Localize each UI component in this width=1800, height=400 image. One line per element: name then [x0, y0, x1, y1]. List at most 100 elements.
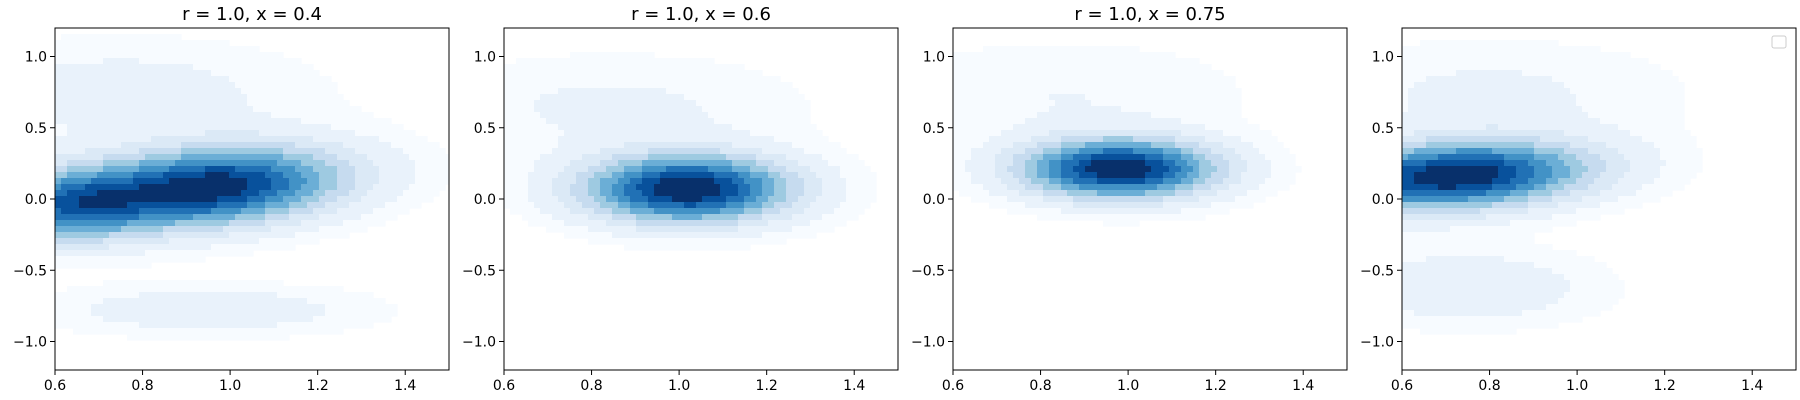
density-cell [1085, 52, 1092, 59]
density-cell [295, 238, 302, 245]
density-cell [175, 130, 182, 137]
density-cell [528, 112, 535, 119]
density-cell [85, 310, 92, 317]
density-cell [379, 208, 386, 215]
density-cell [55, 124, 62, 131]
density-cell [439, 178, 446, 185]
density-cell [277, 166, 284, 173]
density-cell [361, 196, 368, 203]
density-cell [1151, 52, 1158, 59]
density-cell [163, 298, 170, 305]
density-cell [1103, 88, 1110, 95]
density-cell [145, 82, 152, 89]
density-cell [73, 184, 80, 191]
density-cell [145, 256, 152, 263]
density-cell [552, 124, 559, 131]
density-cell [295, 316, 302, 323]
density-cell [732, 202, 739, 209]
density-cell [433, 154, 440, 161]
density-cell [97, 316, 104, 323]
density-cell [702, 178, 709, 185]
density-cell [277, 316, 284, 323]
density-cell [1151, 64, 1158, 71]
density-cell [169, 154, 176, 161]
density-cell [313, 310, 320, 317]
density-cell [678, 76, 685, 83]
density-cell [816, 142, 823, 149]
density-cell [109, 220, 116, 227]
density-cell [1127, 94, 1134, 101]
density-cell [678, 94, 685, 101]
density-cell [576, 64, 583, 71]
density-cell [870, 178, 877, 185]
density-cell [187, 256, 194, 263]
density-cell [684, 178, 691, 185]
density-cell [552, 88, 559, 95]
density-cell [540, 124, 547, 131]
density-cell [259, 220, 266, 227]
density-cell [558, 178, 565, 185]
density-cell [576, 82, 583, 89]
density-cell [576, 106, 583, 113]
density-cell [546, 124, 553, 131]
density-cell [151, 142, 158, 149]
density-cell [337, 292, 344, 299]
density-cell [732, 178, 739, 185]
density-cell [217, 328, 224, 335]
density-cell [79, 100, 86, 107]
density-cell [187, 52, 194, 59]
density-cell [804, 100, 811, 107]
density-cell [109, 88, 116, 95]
density-cell [175, 70, 182, 77]
density-cell [1025, 76, 1032, 83]
density-cell [600, 130, 607, 137]
density-cell [325, 148, 332, 155]
density-cell [678, 160, 685, 167]
density-cell [241, 196, 248, 203]
density-cell [714, 118, 721, 125]
density-cell [744, 154, 751, 161]
density-cell [301, 82, 308, 89]
density-cell [265, 310, 272, 317]
density-cell [738, 82, 745, 89]
density-cell [217, 286, 224, 293]
density-cell [1247, 130, 1254, 137]
density-cell [1013, 106, 1020, 113]
density-cell [1121, 52, 1128, 59]
density-cell [331, 208, 338, 215]
density-cell [708, 106, 715, 113]
density-cell [977, 82, 984, 89]
density-cell [612, 238, 619, 245]
density-cell [205, 46, 212, 53]
density-cell [97, 244, 104, 251]
density-cell [612, 208, 619, 215]
density-cell [127, 256, 134, 263]
density-cell [265, 142, 272, 149]
density-cell [582, 64, 589, 71]
density-cell [1031, 52, 1038, 59]
density-cell [522, 118, 529, 125]
density-cell [870, 172, 877, 179]
density-cell [415, 196, 422, 203]
density-cell [277, 304, 284, 311]
density-cell [259, 160, 266, 167]
density-cell [690, 226, 697, 233]
density-cell [594, 76, 601, 83]
density-cell [211, 130, 218, 137]
density-cell [151, 256, 158, 263]
density-cell [588, 184, 595, 191]
density-cell [277, 106, 284, 113]
y-tick-label: 0.0 [25, 192, 47, 208]
density-cell [840, 154, 847, 161]
density-cell [546, 148, 553, 155]
density-cell [654, 64, 661, 71]
density-cell [115, 46, 122, 53]
density-cell [223, 70, 230, 77]
density-cell [61, 184, 68, 191]
density-cell [199, 286, 206, 293]
density-cell [594, 112, 601, 119]
density-cell [720, 142, 727, 149]
density-cell [259, 100, 266, 107]
density-cell [133, 70, 140, 77]
density-cell [163, 316, 170, 323]
